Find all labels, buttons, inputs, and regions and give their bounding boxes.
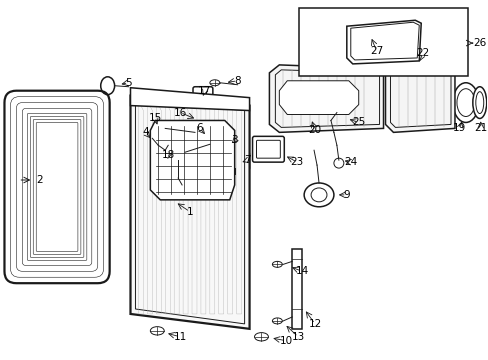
Text: 8: 8 — [234, 76, 241, 86]
Text: 4: 4 — [142, 127, 148, 138]
Polygon shape — [385, 65, 454, 132]
Text: 6: 6 — [196, 123, 203, 134]
Text: 27: 27 — [369, 46, 383, 56]
Polygon shape — [292, 249, 302, 329]
Polygon shape — [130, 88, 249, 111]
FancyBboxPatch shape — [193, 108, 212, 125]
Text: 25: 25 — [351, 117, 365, 127]
Text: 24: 24 — [344, 157, 357, 167]
Text: 18: 18 — [161, 150, 175, 160]
Text: 10: 10 — [279, 336, 292, 346]
FancyBboxPatch shape — [215, 131, 239, 157]
FancyBboxPatch shape — [154, 121, 171, 133]
FancyBboxPatch shape — [227, 152, 249, 170]
Text: 21: 21 — [473, 123, 487, 134]
Polygon shape — [346, 20, 420, 64]
FancyBboxPatch shape — [252, 136, 284, 162]
FancyBboxPatch shape — [203, 126, 222, 144]
Polygon shape — [279, 81, 358, 114]
Text: 20: 20 — [308, 125, 321, 135]
Ellipse shape — [472, 87, 486, 118]
Text: 23: 23 — [290, 157, 303, 167]
Text: 5: 5 — [125, 78, 132, 88]
Polygon shape — [150, 121, 234, 200]
Text: 13: 13 — [291, 332, 304, 342]
Text: 22: 22 — [416, 48, 429, 58]
Text: 17: 17 — [198, 86, 211, 96]
Ellipse shape — [304, 183, 333, 207]
Text: 14: 14 — [295, 266, 308, 276]
Text: 16: 16 — [173, 108, 186, 117]
Text: 7: 7 — [244, 155, 250, 165]
Ellipse shape — [452, 83, 478, 122]
Text: 19: 19 — [452, 123, 466, 134]
Polygon shape — [130, 96, 249, 329]
Text: 11: 11 — [173, 332, 186, 342]
Text: 15: 15 — [148, 113, 162, 123]
Text: 26: 26 — [472, 38, 486, 48]
Polygon shape — [269, 65, 383, 132]
Text: 3: 3 — [231, 135, 238, 145]
Text: 1: 1 — [186, 207, 193, 217]
Text: 12: 12 — [308, 319, 321, 329]
Text: 9: 9 — [343, 190, 349, 200]
FancyBboxPatch shape — [193, 87, 212, 105]
Polygon shape — [299, 8, 467, 76]
Text: 2: 2 — [36, 175, 42, 185]
